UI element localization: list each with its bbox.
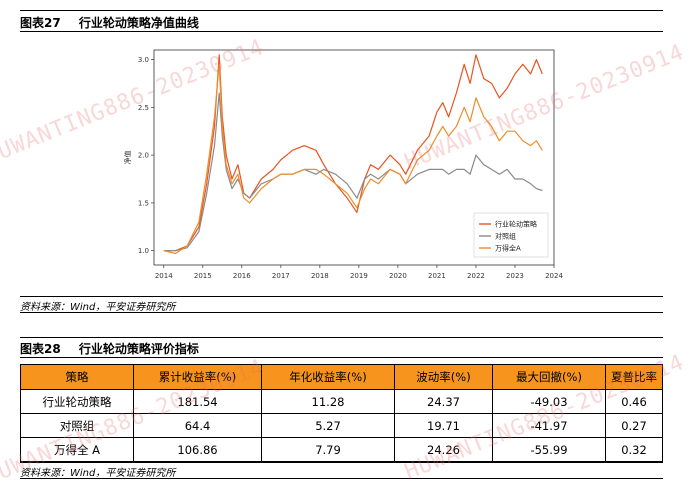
figure-28-title: 图表28 行业轮动策略评价指标 (20, 340, 199, 357)
legend-label: 行业轮动策略 (495, 220, 537, 229)
legend-box (473, 212, 549, 258)
source-1-bottom-rule (20, 312, 663, 313)
figure-27-number: 图表27 (20, 16, 61, 30)
header-strategy: 策略 (20, 364, 134, 390)
y-tick-label: 2.5 (138, 104, 149, 112)
nav-line-chart: 2014 2015 2016 2017 2018 2019 2020 2021 2022 2023… (123, 49, 563, 280)
x-tick-label: 2018 (311, 272, 329, 280)
metrics-table: 策略 累计收益率(%) 年化收益率(%) 波动率(%) 最大回撤(%) 夏普比率… (20, 364, 663, 462)
cell-cumulative-return: 181.54 (133, 389, 262, 414)
figure-28-top-rule (20, 337, 663, 338)
x-tick-label: 2022 (467, 272, 485, 280)
y-tick-label: 3.0 (138, 56, 149, 64)
cell-volatility: 24.26 (394, 437, 493, 462)
figure-27-caption: 行业轮动策略净值曲线 (78, 16, 199, 30)
cell-annual-return: 11.28 (261, 389, 395, 414)
source-note-1: 资料来源：Wind，平安证券研究所 (20, 302, 176, 313)
series-line-2 (163, 92, 543, 252)
cell-sharpe: 0.32 (605, 437, 663, 462)
cell-volatility: 24.37 (394, 389, 493, 414)
header-max-drawdown: 最大回撤(%) (492, 364, 606, 390)
table-row: 万得全 A 106.86 7.79 24.26 -55.99 0.32 (20, 437, 663, 462)
top-rule (20, 10, 663, 11)
cell-strategy: 万得全 A (20, 437, 134, 462)
x-tick-label: 2014 (155, 272, 173, 280)
x-tick-label: 2015 (194, 272, 212, 280)
table-row: 对照组 64.4 5.27 19.71 -41.97 0.27 (20, 413, 663, 438)
figure-27-title: 图表27 行业轮动策略净值曲线 (20, 14, 199, 31)
legend-label: 万得全A (495, 244, 521, 253)
x-tick-label: 2017 (272, 272, 290, 280)
cell-annual-return: 7.79 (261, 437, 395, 462)
header-annual-return: 年化收益率(%) (261, 364, 395, 390)
source-1-rule (20, 296, 663, 297)
y-tick-label: 1.5 (138, 199, 149, 207)
source-2-rule (20, 462, 663, 463)
figure-28-caption: 行业轮动策略评价指标 (78, 342, 199, 356)
header-sharpe: 夏普比率 (605, 364, 663, 390)
series-line-3 (163, 63, 543, 255)
y-tick-label: 2.0 (138, 152, 149, 160)
x-tick-label: 2016 (233, 272, 251, 280)
source-2-bottom-rule (20, 478, 663, 479)
cell-sharpe: 0.27 (605, 413, 663, 438)
cell-sharpe: 0.46 (605, 389, 663, 414)
figure-28-number: 图表28 (20, 342, 61, 356)
cell-strategy: 行业轮动策略 (20, 389, 134, 414)
y-tick-label: 1.0 (138, 247, 149, 255)
x-tick-label: 2024 (545, 272, 563, 280)
cell-max-drawdown: -55.99 (492, 437, 606, 462)
table-row: 行业轮动策略 181.54 11.28 24.37 -49.03 0.46 (20, 389, 663, 414)
cell-max-drawdown: -41.97 (492, 413, 606, 438)
y-axis-label: 净值 (123, 151, 132, 165)
header-cumulative-return: 累计收益率(%) (133, 364, 262, 390)
figure-28-title-rule (20, 357, 663, 358)
cell-strategy: 对照组 (20, 413, 134, 438)
x-tick-label: 2023 (506, 272, 524, 280)
cell-max-drawdown: -49.03 (492, 389, 606, 414)
header-volatility: 波动率(%) (394, 364, 493, 390)
x-tick-label: 2021 (428, 272, 446, 280)
cell-cumulative-return: 106.86 (133, 437, 262, 462)
cell-volatility: 19.71 (394, 413, 493, 438)
legend-label: 对照组 (495, 232, 516, 241)
x-tick-label: 2019 (350, 272, 368, 280)
cell-annual-return: 5.27 (261, 413, 395, 438)
source-note-2: 资料来源：Wind，平安证券研究所 (20, 468, 176, 479)
x-tick-label: 2020 (389, 272, 407, 280)
figure-27-title-rule (20, 31, 663, 32)
table-header-row: 策略 累计收益率(%) 年化收益率(%) 波动率(%) 最大回撤(%) 夏普比率 (20, 364, 663, 390)
cell-cumulative-return: 64.4 (133, 413, 262, 438)
